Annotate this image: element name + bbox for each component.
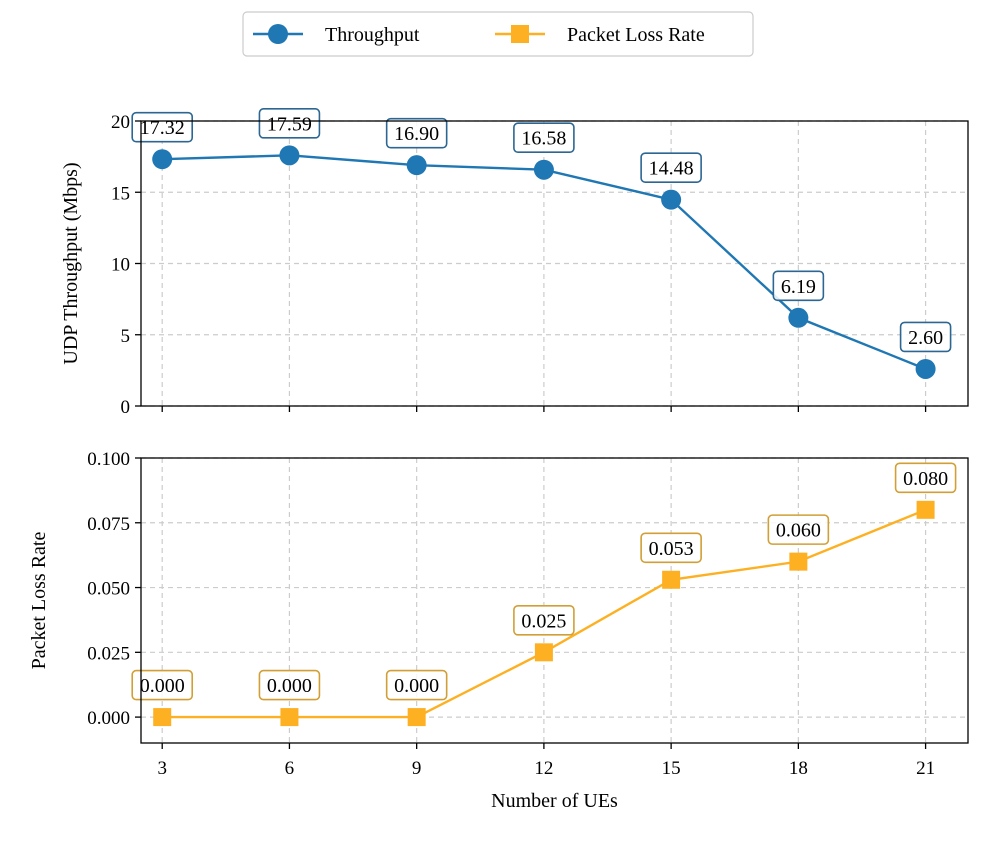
throughput-label-box-21	[899, 321, 952, 353]
packet-loss-rate-ytick-label-1: 0.025	[87, 643, 130, 664]
packet-loss-rate-point-6	[280, 708, 299, 727]
throughput-grid	[141, 120, 968, 407]
throughput-ytick-label-1: 5	[121, 326, 131, 347]
packet-loss-rate-data-label-15: 0.053	[649, 538, 694, 560]
throughput-data-label-3: 17.32	[140, 117, 185, 139]
throughput-ytick-label-0: 0	[121, 397, 131, 418]
throughput-data-label-21: 2.60	[908, 327, 943, 349]
packet-loss-rate-ytick-label-2: 0.050	[87, 579, 130, 600]
packet-loss-rate-ytick-label-0: 0.000	[87, 708, 130, 729]
x-tick-label-21: 21	[916, 758, 935, 779]
packet-loss-axes-frame	[140, 457, 969, 744]
legend-label-packet-loss-rate: Packet Loss Rate	[567, 24, 705, 46]
throughput-point-21	[915, 358, 936, 379]
packet-loss-rate-point-18	[789, 552, 808, 571]
packet-loss-panel: 0.000 0.000 0.000 0.025 0.053 0.060 0.080 0.00…	[28, 449, 969, 749]
throughput-data-label-9: 16.90	[394, 123, 439, 145]
legend-label-throughput: Throughput	[325, 24, 420, 46]
packet-loss-rate-point-12	[534, 643, 553, 662]
throughput-series: 17.32 17.59 16.90 16.58 14.48 6.19 2.60	[131, 108, 952, 379]
packet-loss-rate-point-21	[916, 500, 935, 519]
packet-loss-rate-ytick-label-4: 0.100	[87, 449, 130, 470]
packet-loss-ticks: 0.000 0.025 0.050 0.075 0.100	[87, 449, 927, 749]
throughput-point-3	[152, 149, 173, 170]
packet-loss-rate-label-box-21	[894, 462, 957, 494]
x-tick-label-3: 3	[157, 758, 167, 779]
throughput-label-box-6	[258, 108, 321, 139]
packet-loss-rate-label-box-18	[767, 514, 830, 545]
packet-loss-rate-label-box-3	[131, 669, 194, 701]
packet-loss-rate-data-label-9: 0.000	[394, 675, 439, 697]
throughput-label-box-12	[513, 122, 575, 154]
throughput-point-18	[788, 307, 809, 328]
packet-loss-ylabel: Packet Loss Rate	[28, 532, 50, 670]
legend-entry-throughput: Throughput	[253, 24, 420, 46]
throughput-data-label-15: 14.48	[649, 158, 694, 180]
packet-loss-rate-data-label-21: 0.080	[903, 468, 948, 490]
x-tick-label-12: 12	[534, 758, 553, 779]
packet-loss-rate-data-label-6: 0.000	[267, 675, 312, 697]
throughput-label-box-3	[131, 111, 194, 143]
legend-marker-packet-loss-rate	[511, 25, 529, 43]
throughput-label-box-9	[385, 117, 448, 149]
x-tick-label-18: 18	[789, 758, 808, 779]
throughput-point-15	[661, 189, 682, 210]
legend-marker-throughput	[268, 24, 288, 44]
packet-loss-rate-label-box-6	[258, 669, 321, 701]
throughput-ticks: 0 5 10 15 20	[111, 112, 927, 418]
throughput-label-box-15	[640, 152, 702, 183]
throughput-panel: 17.32 17.59 16.90 16.58 14.48 6.19 2.60 0 5 10 15…	[60, 108, 969, 418]
packet-loss-rate-data-label-12: 0.025	[521, 610, 566, 632]
x-tick-label-6: 6	[285, 758, 295, 779]
throughput-data-label-6: 17.59	[267, 113, 312, 135]
legend: Throughput Packet Loss Rate	[242, 11, 754, 57]
x-tick-label-9: 9	[412, 758, 422, 779]
packet-loss-rate-data-label-18: 0.060	[776, 520, 821, 542]
throughput-data-label-18: 6.19	[781, 276, 816, 298]
legend-entry-packet-loss-rate: Packet Loss Rate	[495, 24, 705, 46]
packet-loss-rate-label-box-9	[385, 669, 448, 701]
packet-loss-rate-ytick-label-3: 0.075	[87, 514, 130, 535]
packet-loss-rate-point-3	[153, 708, 172, 727]
packet-loss-rate-label-box-15	[640, 532, 702, 564]
throughput-point-12	[533, 159, 554, 180]
x-tick-labels: 3 6 9 12 15 18 21	[157, 758, 935, 779]
packet-loss-rate-data-label-3: 0.000	[140, 675, 185, 697]
throughput-ytick-label-2: 10	[111, 255, 130, 276]
packet-loss-series: 0.000 0.000 0.000 0.025 0.053 0.060 0.080	[131, 462, 957, 727]
x-tick-label-15: 15	[662, 758, 681, 779]
x-axis-label: Number of UEs	[491, 790, 618, 812]
throughput-ytick-label-3: 15	[111, 183, 130, 204]
throughput-ytick-label-4: 20	[111, 112, 130, 133]
throughput-label-box-18	[772, 270, 825, 302]
packet-loss-rate-point-9	[407, 708, 426, 727]
throughput-point-6	[279, 145, 300, 166]
throughput-data-label-12: 16.58	[521, 128, 566, 150]
throughput-point-9	[406, 155, 427, 176]
packet-loss-rate-point-15	[662, 570, 681, 589]
packet-loss-rate-label-box-12	[513, 605, 575, 636]
throughput-ylabel: UDP Throughput (Mbps)	[60, 162, 82, 364]
